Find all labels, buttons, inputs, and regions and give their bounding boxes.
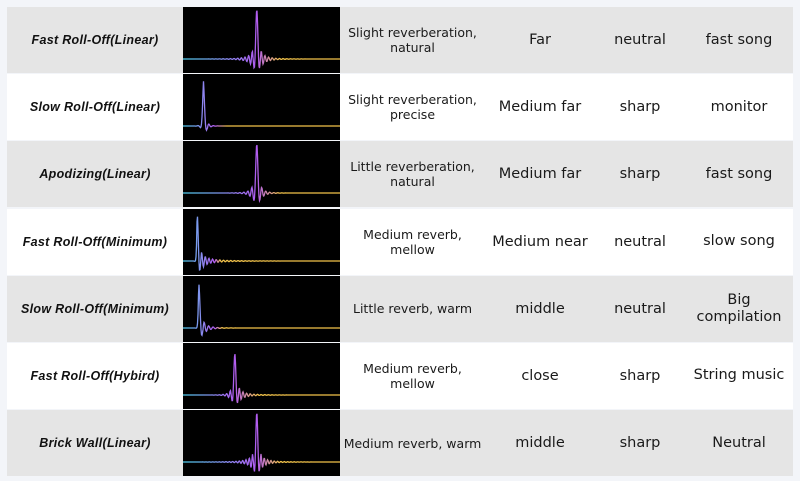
recommended-use: Neutral [712,434,766,451]
recommended-use: fast song [705,31,773,48]
table-row: Fast Roll-Off(Minimum) Medium reverb, me… [7,208,793,275]
table-row: Slow Roll-Off(Minimum) Little reverb, wa… [7,275,793,342]
sound-distance: middle [515,300,565,317]
filter-name: Slow Roll-Off(Minimum) [20,301,170,316]
waveform-graphic [183,284,340,337]
reverb-description: Slight reverberation, natural [348,25,477,55]
tone: neutral [614,32,666,48]
tone: sharp [619,166,661,183]
recommended-use: fast song [705,165,773,182]
tone: neutral [614,233,666,250]
waveform-graphic [183,81,340,133]
impulse-response-image [183,342,340,409]
waveform-graphic [183,216,340,271]
recommended-use: slow song [703,233,775,250]
tone: sharp [619,367,661,384]
reverb-description: Little reverb, warm [352,301,473,317]
sound-distance: Medium near [492,233,588,250]
reverb-description: Medium reverb, mellow [363,226,462,257]
tone: sharp [619,435,661,452]
waveform-graphic [183,10,340,70]
table-row: Apodizing(Linear) Little reverberation, … [7,141,793,208]
reverb-description: Slight reverberation, precise [348,92,477,123]
filter-name: Fast Roll-Off(Minimum) [22,234,168,249]
sound-distance: Far [529,32,551,48]
reverb-description: Medium reverb, warm [343,435,482,451]
waveform-graphic [183,353,340,404]
filter-name: Fast Roll-Off(Linear) [31,33,159,47]
recommended-use: Big compilation [696,291,782,325]
impulse-response-image [183,141,340,208]
table-row: Slow Roll-Off(Linear) Slight reverberati… [7,74,793,141]
table-row: Fast Roll-Off(Linear) Slight reverberati… [7,7,793,73]
filter-comparison-table: Fast Roll-Off(Linear) Slight reverberati… [7,7,793,477]
filter-name: Brick Wall(Linear) [39,436,151,451]
tone: neutral [614,300,666,317]
sound-distance: middle [515,435,565,452]
recommended-use: String music [693,367,785,384]
filter-name: Apodizing(Linear) [39,167,151,182]
table-row: Brick Wall(Linear) Medium reverb, warm m… [7,410,793,477]
sound-distance: Medium far [498,99,582,116]
filter-name: Slow Roll-Off(Linear) [29,100,161,115]
sound-distance: Medium far [498,166,582,183]
reverb-description: Little reverberation, natural [350,159,475,190]
reverb-description: Medium reverb, mellow [363,360,462,391]
impulse-response-image [183,410,340,477]
impulse-response-image [183,208,340,275]
table-row: Fast Roll-Off(Hybird) Medium reverb, mel… [7,342,793,409]
waveform-graphic [183,145,340,204]
recommended-use: monitor [710,98,768,115]
impulse-response-image [183,7,340,73]
tone: sharp [619,99,661,116]
impulse-response-image [183,74,340,141]
sound-distance: close [521,367,559,384]
waveform-graphic [183,413,340,472]
impulse-response-image [183,275,340,342]
filter-name: Fast Roll-Off(Hybird) [30,368,160,383]
